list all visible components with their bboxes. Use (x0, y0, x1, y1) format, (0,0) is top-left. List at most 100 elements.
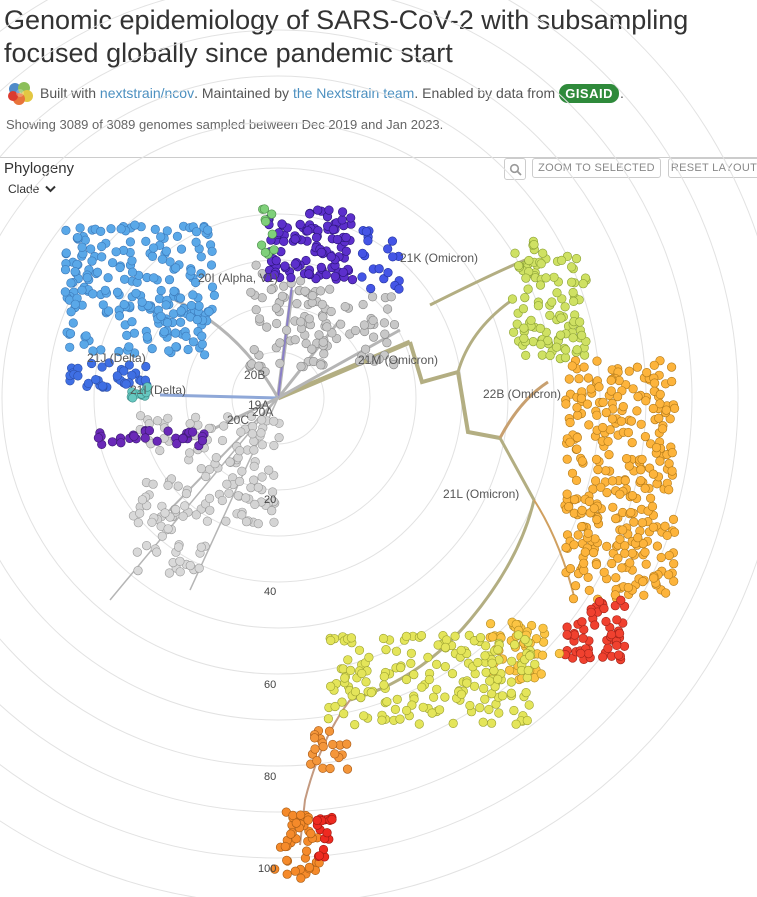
tip-21k[interactable] (520, 293, 530, 303)
tip-21k[interactable] (545, 310, 555, 321)
tip-21j[interactable] (72, 233, 83, 243)
tip-20a[interactable] (225, 457, 235, 467)
tip-20c[interactable] (174, 542, 184, 552)
tip-22b[interactable] (611, 513, 621, 524)
tip-21l[interactable] (456, 645, 466, 656)
tip-21k[interactable] (519, 323, 529, 333)
tip-21l[interactable] (390, 704, 401, 715)
tip-20i[interactable] (304, 269, 314, 279)
tip-20a[interactable] (224, 488, 234, 498)
tree-tips[interactable] (60, 204, 680, 883)
tip-20c[interactable] (142, 540, 152, 551)
tip-21i-purple[interactable] (197, 436, 208, 446)
tip-21k[interactable] (541, 273, 551, 283)
tip-21k[interactable] (568, 296, 579, 307)
tip-20b[interactable] (300, 286, 310, 296)
tip-21j[interactable] (206, 260, 217, 270)
tip-21i-purple[interactable] (188, 427, 198, 437)
tip-20b[interactable] (296, 317, 306, 327)
tip-20a[interactable] (257, 440, 267, 450)
tip-20c[interactable] (185, 560, 195, 571)
tip-20b[interactable] (246, 287, 256, 297)
tip-21l[interactable] (330, 701, 340, 712)
tip-21l[interactable] (377, 715, 387, 725)
tip-22b[interactable] (612, 392, 623, 402)
tip-22b[interactable] (569, 495, 580, 505)
tip-21l[interactable] (465, 700, 475, 711)
tip-21l[interactable] (345, 665, 356, 676)
tip-21l[interactable] (395, 714, 405, 724)
tip-20b[interactable] (262, 322, 272, 332)
tip-21j[interactable] (197, 331, 207, 341)
tip-22b-red[interactable] (606, 629, 617, 640)
tip-22b[interactable] (604, 450, 614, 460)
tip-22b[interactable] (579, 362, 589, 372)
tip-21l-orange[interactable] (318, 741, 328, 752)
tip-20a[interactable] (246, 411, 257, 421)
tip-21l[interactable] (326, 681, 336, 692)
tip-21l[interactable] (487, 718, 497, 728)
tip-bq-orange[interactable] (296, 873, 306, 883)
tip-21j[interactable] (196, 252, 206, 262)
tip-22b[interactable] (618, 402, 628, 412)
tip-22b[interactable] (621, 454, 632, 464)
tip-21i-purple[interactable] (140, 433, 150, 443)
tip-21j[interactable] (171, 342, 181, 352)
tip-21j[interactable] (192, 315, 202, 325)
tip-20a[interactable] (155, 445, 165, 456)
tip-21j[interactable] (118, 245, 129, 255)
tip-21k[interactable] (524, 255, 534, 266)
tip-20a[interactable] (193, 420, 203, 430)
tip-21k[interactable] (529, 240, 539, 250)
tip-20a[interactable] (223, 412, 233, 422)
tip-22b[interactable] (568, 594, 579, 604)
tip-22b[interactable] (583, 572, 593, 583)
tip-22b[interactable] (645, 493, 656, 503)
tip-20b[interactable] (272, 318, 282, 329)
tip-21m[interactable] (382, 338, 392, 348)
tip-21j[interactable] (65, 342, 75, 352)
tip-21k[interactable] (507, 294, 518, 304)
tip-21j[interactable] (124, 342, 134, 352)
tip-20a[interactable] (269, 440, 279, 451)
tip-22b[interactable] (607, 476, 618, 486)
tip-alpha-blue[interactable] (387, 236, 398, 246)
tip-21j[interactable] (114, 346, 124, 357)
tip-21l[interactable] (484, 704, 494, 715)
tip-21j[interactable] (70, 267, 80, 277)
tip-21l[interactable] (525, 651, 535, 661)
tip-21i-purple[interactable] (144, 426, 154, 436)
tip-21m[interactable] (383, 304, 393, 314)
tip-21j[interactable] (100, 285, 110, 295)
tip-20a[interactable] (185, 448, 195, 458)
tip-22b[interactable] (570, 581, 581, 591)
tip-20a[interactable] (274, 433, 284, 443)
tip-22b[interactable] (649, 360, 659, 370)
tip-20i[interactable] (290, 259, 300, 269)
tip-20i[interactable] (332, 234, 343, 245)
tip-21j[interactable] (112, 287, 123, 297)
tip-22b[interactable] (577, 521, 587, 532)
tip-22b[interactable] (627, 438, 637, 448)
tip-20c[interactable] (163, 524, 173, 534)
tip-20c[interactable] (171, 504, 181, 515)
tip-22b[interactable] (626, 507, 636, 518)
tip-21l[interactable] (337, 697, 347, 707)
tip-21i[interactable] (86, 358, 97, 369)
tip-22b[interactable] (663, 570, 674, 580)
tip-22b[interactable] (561, 542, 571, 553)
tip-21l[interactable] (423, 652, 433, 663)
tip-22b-red[interactable] (598, 652, 608, 662)
tip-21j[interactable] (122, 330, 132, 341)
tip-21l[interactable] (357, 668, 367, 679)
tip-21j[interactable] (88, 289, 98, 299)
tip-21m[interactable] (359, 320, 370, 330)
tip-21l[interactable] (354, 645, 365, 655)
tip-20a[interactable] (237, 466, 247, 476)
tip-20a[interactable] (253, 482, 263, 493)
tip-21j[interactable] (92, 267, 103, 277)
tip-21l[interactable] (480, 694, 490, 704)
tip-21l[interactable] (530, 659, 540, 669)
tip-bq-orange[interactable] (280, 841, 290, 852)
tip-21j[interactable] (157, 254, 167, 264)
